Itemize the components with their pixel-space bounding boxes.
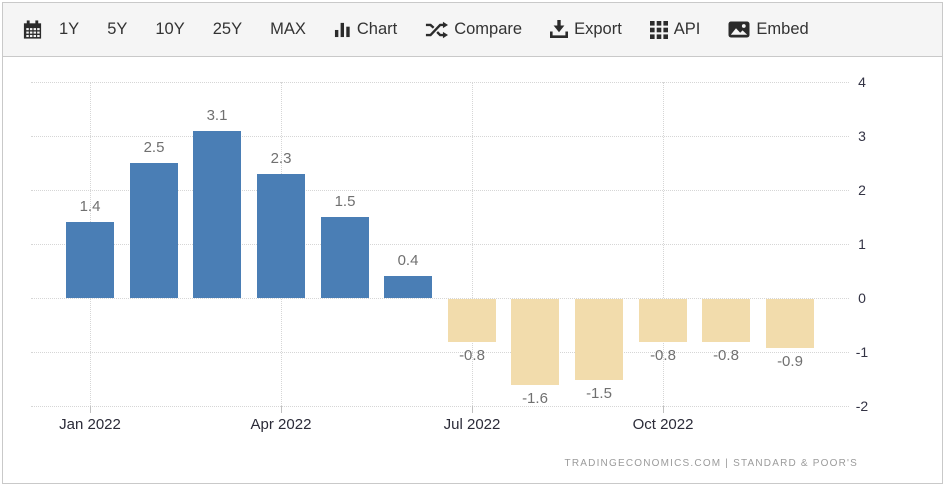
range-button-1y[interactable]: 1Y bbox=[59, 20, 80, 38]
toolbar: 1Y 5Y 10Y 25Y MAX Chart Compare bbox=[3, 3, 942, 57]
bar-oct-2022[interactable] bbox=[639, 299, 687, 342]
image-icon bbox=[728, 21, 750, 38]
range-button-5y[interactable]: 5Y bbox=[107, 20, 128, 38]
range-button-25y[interactable]: 25Y bbox=[212, 20, 243, 38]
bar-value-label: -0.9 bbox=[777, 353, 803, 370]
y-tick-label: -2 bbox=[855, 398, 869, 414]
bar-aug-2022[interactable] bbox=[511, 299, 559, 385]
x-axis-tick bbox=[90, 406, 91, 413]
bar-jan-2022[interactable] bbox=[66, 222, 114, 298]
gridline-horizontal bbox=[31, 190, 849, 191]
gridline-horizontal bbox=[31, 352, 849, 353]
bar-value-label: -0.8 bbox=[650, 347, 676, 364]
api-label: API bbox=[673, 20, 701, 38]
gridline-vertical bbox=[472, 82, 473, 406]
y-tick-label: 3 bbox=[858, 128, 866, 144]
range-button-max[interactable]: MAX bbox=[270, 20, 306, 38]
bar-value-label: -1.6 bbox=[522, 390, 548, 407]
x-axis-tick bbox=[472, 406, 473, 413]
bar-dec-2022[interactable] bbox=[766, 299, 814, 348]
export-label: Export bbox=[574, 20, 622, 38]
compare-button[interactable]: Compare bbox=[425, 20, 522, 39]
compare-label: Compare bbox=[454, 20, 523, 38]
embed-button[interactable]: Embed bbox=[728, 20, 809, 39]
x-tick-label: Jul 2022 bbox=[443, 416, 501, 433]
bar-sep-2022[interactable] bbox=[575, 299, 623, 380]
gridline-horizontal bbox=[31, 82, 849, 83]
y-tick-label: 1 bbox=[858, 236, 866, 252]
x-axis-tick bbox=[663, 406, 664, 413]
calendar-icon bbox=[23, 19, 42, 39]
gridline-vertical bbox=[663, 82, 664, 406]
bar-value-label: -0.8 bbox=[459, 347, 485, 364]
embed-label: Embed bbox=[756, 20, 809, 38]
export-button[interactable]: Export bbox=[550, 20, 622, 39]
bar-jul-2022[interactable] bbox=[448, 299, 496, 342]
calendar-button[interactable] bbox=[22, 19, 43, 41]
bar-value-label: -1.5 bbox=[586, 385, 612, 402]
bar-chart-icon bbox=[334, 22, 350, 38]
x-axis-tick bbox=[281, 406, 282, 413]
attribution: TRADINGECONOMICS.COM | STANDARD & POOR'S bbox=[564, 458, 858, 469]
x-tick-label: Jan 2022 bbox=[59, 416, 121, 433]
bar-mar-2022[interactable] bbox=[193, 131, 241, 298]
bar-value-label: 2.5 bbox=[143, 139, 165, 156]
bar-apr-2022[interactable] bbox=[257, 174, 305, 298]
y-tick-label: 4 bbox=[858, 74, 866, 90]
bar-value-label: -0.8 bbox=[713, 347, 739, 364]
gridline-horizontal bbox=[31, 244, 849, 245]
download-icon bbox=[550, 20, 569, 38]
x-tick-label: Oct 2022 bbox=[632, 416, 694, 433]
gridline-horizontal bbox=[31, 136, 849, 137]
bar-value-label: 1.5 bbox=[334, 193, 356, 210]
bar-may-2022[interactable] bbox=[321, 217, 369, 298]
bar-value-label: 0.4 bbox=[397, 252, 419, 269]
x-tick-label: Apr 2022 bbox=[250, 416, 312, 433]
plot-area: TRADINGECONOMICS.COM | STANDARD & POOR'S… bbox=[3, 57, 942, 482]
shuffle-icon bbox=[426, 21, 449, 38]
chart-widget: 1Y 5Y 10Y 25Y MAX Chart Compare bbox=[2, 2, 943, 484]
gridline-horizontal bbox=[31, 298, 849, 299]
bar-feb-2022[interactable] bbox=[130, 163, 178, 298]
y-tick-label: -1 bbox=[855, 344, 869, 360]
bar-value-label: 2.3 bbox=[270, 150, 292, 167]
chart-type-button[interactable]: Chart bbox=[334, 20, 397, 39]
api-button[interactable]: API bbox=[649, 20, 701, 39]
bar-jun-2022[interactable] bbox=[384, 276, 432, 298]
bar-nov-2022[interactable] bbox=[702, 299, 750, 342]
bar-value-label: 3.1 bbox=[206, 107, 228, 124]
chart-type-label: Chart bbox=[356, 20, 398, 38]
gridline-horizontal bbox=[31, 406, 849, 407]
range-button-10y[interactable]: 10Y bbox=[155, 20, 185, 38]
bar-value-label: 1.4 bbox=[79, 198, 101, 215]
y-tick-label: 0 bbox=[858, 290, 866, 306]
grid-icon bbox=[649, 20, 668, 39]
y-tick-label: 2 bbox=[858, 182, 866, 198]
